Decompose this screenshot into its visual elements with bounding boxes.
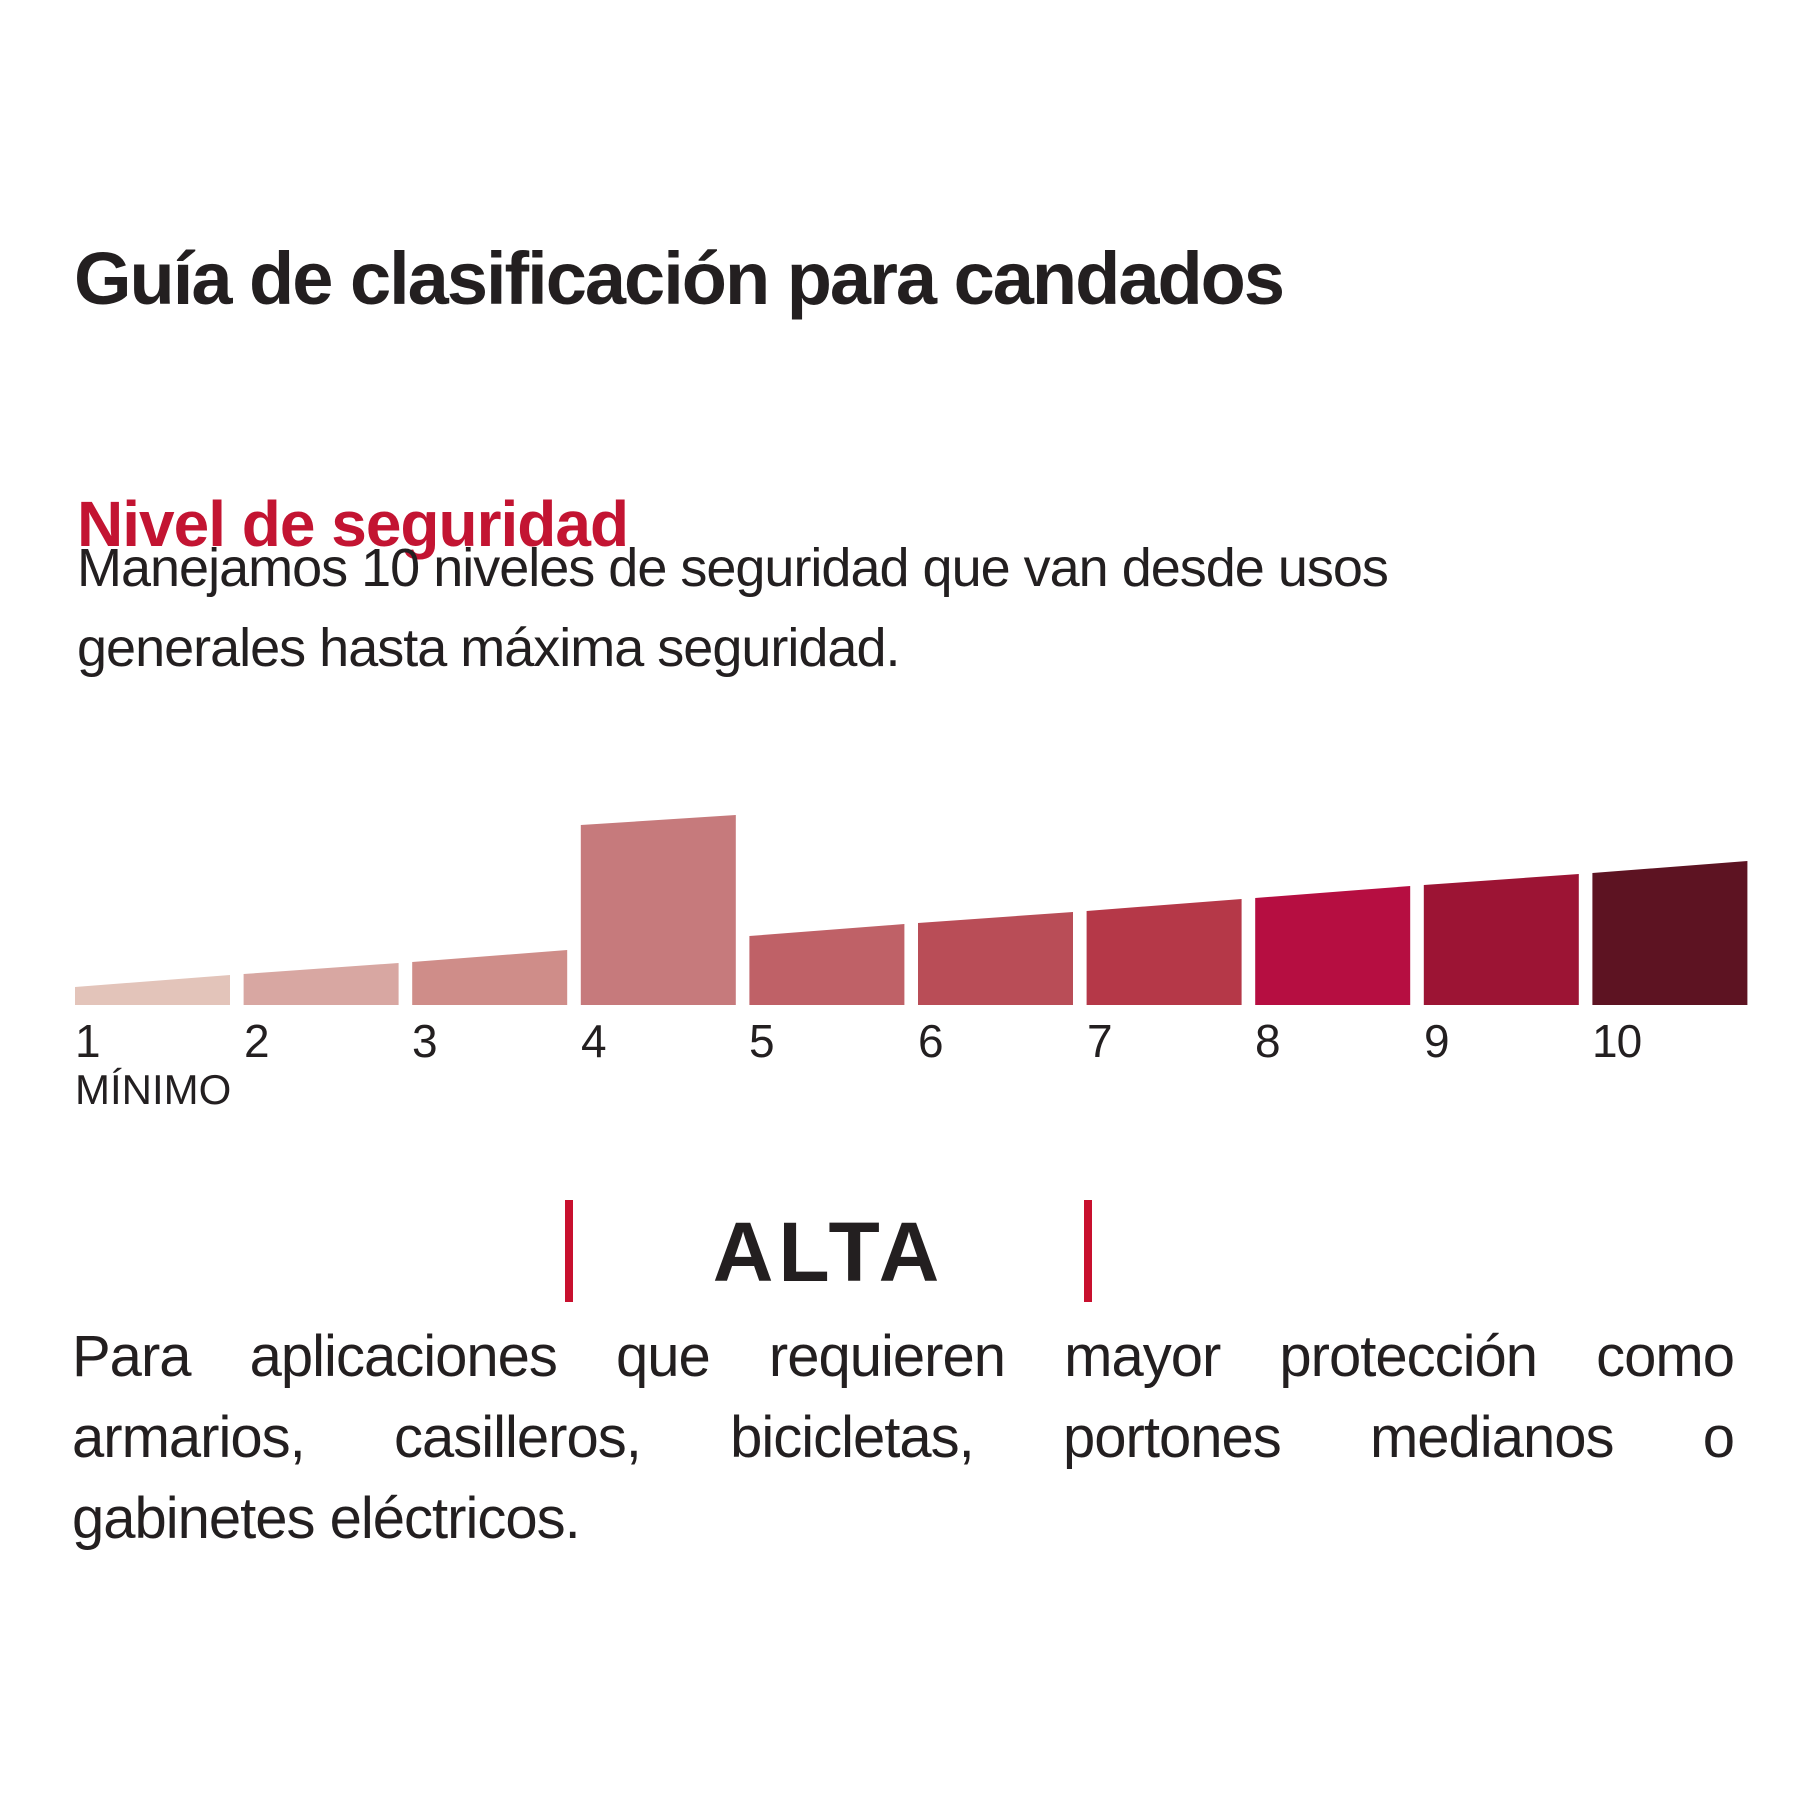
axis-min-label: MÍNIMO [75,1066,232,1113]
description-paragraph: Para aplicaciones que requieren mayor pr… [72,1316,1735,1559]
security-level-chart [75,805,1765,1005]
bar-level-1 [75,975,230,1005]
axis-label-7: 7 [1087,1015,1113,1067]
axis-labels: 1 2 3 4 5 6 7 8 9 10 [75,1014,1795,1068]
intro-text: Manejamos 10 niveles de seguridad que va… [77,528,1577,688]
bar-level-4-highlighted [580,815,736,1005]
bar-level-2 [243,963,399,1005]
axis-label-5: 5 [749,1015,775,1067]
description-line-1: Para aplicaciones que requieren mayor pr… [72,1324,1735,1389]
range-tick-right [1084,1200,1092,1302]
axis-label-8: 8 [1255,1015,1281,1067]
axis-label-1: 1 [75,1015,101,1067]
bar-level-8 [1255,886,1411,1005]
range-label-alta: ALTA [712,1205,945,1299]
page-title: Guía de clasificación para candados [74,236,1285,320]
axis-label-3: 3 [412,1015,438,1067]
intro-line-2: generales hasta máxima seguridad. [77,618,900,678]
section-heading: Nivel de seguridad [77,488,629,561]
axis-label-6: 6 [918,1015,944,1067]
bar-level-7 [1086,899,1242,1005]
security-bar-chart [75,815,1748,1005]
bar-level-5 [749,924,905,1005]
axis-label-9: 9 [1424,1015,1450,1067]
axis-label-10: 10 [1592,1015,1642,1067]
description-line-2: armarios, casilleros, bicicletas, porton… [72,1405,1735,1470]
axis-label-2: 2 [244,1015,270,1067]
bar-level-9 [1423,874,1579,1005]
bar-level-6 [918,912,1073,1005]
intro-line-1: Manejamos 10 niveles de seguridad que va… [77,538,1389,598]
range-tick-left [565,1200,573,1302]
description-line-3: gabinetes eléctricos. [72,1486,581,1551]
bar-level-10 [1592,861,1748,1005]
axis-label-4: 4 [581,1015,607,1067]
bar-level-3 [412,950,568,1005]
